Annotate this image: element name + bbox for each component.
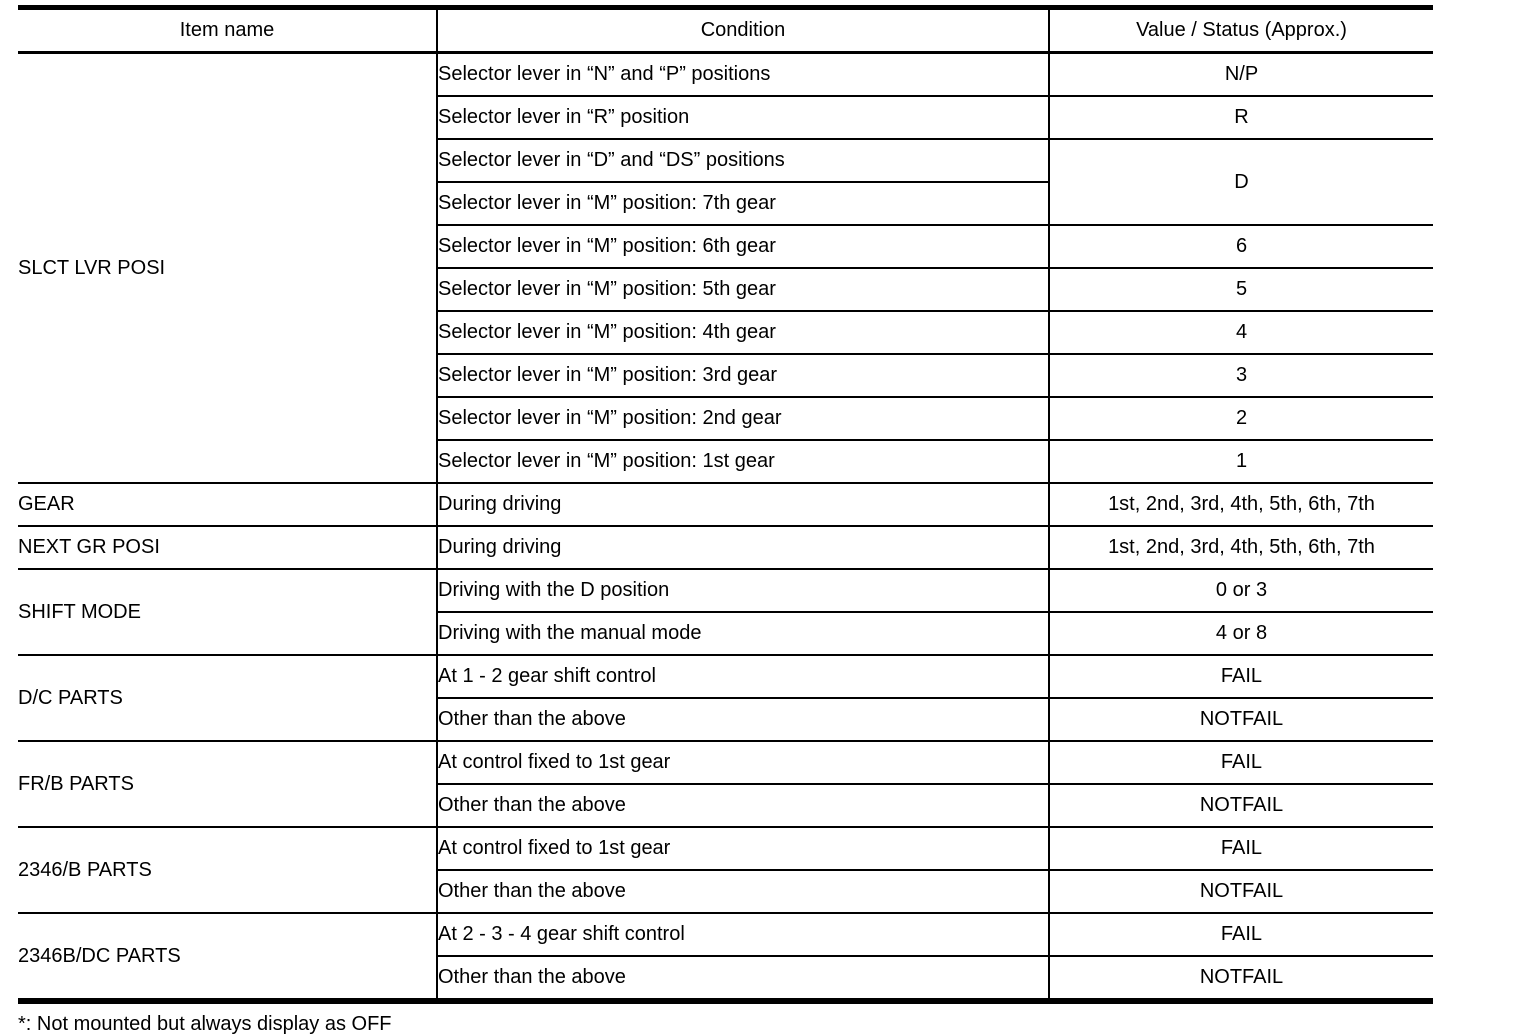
table-row: Selector lever in “M” position: 6th gear… (18, 225, 1433, 269)
table-row: SHIFT MODE Driving with the D position 0… (18, 569, 1433, 656)
table-row: Driving with the manual mode 4 or 8 (18, 612, 1433, 656)
table-row: Selector lever in “M” position: 7th gear (18, 182, 1433, 226)
condition-cell: Selector lever in “M” position: 2nd gear (436, 397, 1049, 441)
condition-cell: Other than the above (436, 698, 1049, 742)
condition-cell: Selector lever in “M” position: 5th gear (436, 268, 1049, 312)
table-row: 2346B/DC PARTS At 2 - 3 - 4 gear shift c… (18, 913, 1433, 1002)
value-cell: NOTFAIL (1048, 956, 1433, 1002)
column-header-value-status: Value / Status (Approx.) (1048, 7, 1433, 54)
condition-cell: Driving with the D position (436, 569, 1049, 613)
condition-cell: At 2 - 3 - 4 gear shift control (436, 913, 1049, 957)
condition-cell: Selector lever in “R” position (436, 96, 1049, 140)
condition-cell: Selector lever in “M” position: 6th gear (436, 225, 1049, 269)
value-cell: N/P (1048, 52, 1433, 97)
value-cell: FAIL (1048, 655, 1433, 699)
table-row: NEXT GR POSI During driving 1st, 2nd, 3r… (18, 526, 1433, 570)
column-header-item-name: Item name (18, 7, 437, 54)
condition-cell: Selector lever in “M” position: 3rd gear (436, 354, 1049, 398)
condition-cell: Other than the above (436, 870, 1049, 914)
column-header-condition: Condition (436, 7, 1049, 54)
condition-cell: Selector lever in “M” position: 1st gear (436, 440, 1049, 484)
value-cell: NOTFAIL (1048, 784, 1433, 828)
value-cell: FAIL (1048, 913, 1433, 957)
table-row: Other than the above NOTFAIL (18, 956, 1433, 1002)
table-row: D/C PARTS At 1 - 2 gear shift control FA… (18, 655, 1433, 742)
condition-cell: Driving with the manual mode (436, 612, 1049, 656)
value-cell: 1st, 2nd, 3rd, 4th, 5th, 6th, 7th (1048, 526, 1433, 570)
value-cell: 4 or 8 (1048, 612, 1433, 656)
condition-cell: Selector lever in “M” position: 7th gear (436, 182, 1049, 226)
table-row: Other than the above NOTFAIL (18, 870, 1433, 914)
item-cell: SLCT LVR POSI (18, 52, 437, 484)
value-cell: 2 (1048, 397, 1433, 441)
item-cell: SHIFT MODE (18, 569, 437, 656)
table-row: SLCT LVR POSI Selector lever in “N” and … (18, 52, 1433, 484)
value-cell: FAIL (1048, 827, 1433, 871)
header-row: Item name Condition Value / Status (Appr… (18, 7, 1433, 54)
table-row: Selector lever in “M” position: 5th gear… (18, 268, 1433, 312)
condition-cell: At 1 - 2 gear shift control (436, 655, 1049, 699)
condition-cell: At control fixed to 1st gear (436, 827, 1049, 871)
condition-cell: At control fixed to 1st gear (436, 741, 1049, 785)
value-cell: 6 (1048, 225, 1433, 269)
value-cell: NOTFAIL (1048, 698, 1433, 742)
value-cell: FAIL (1048, 741, 1433, 785)
value-cell: 3 (1048, 354, 1433, 398)
diagnostic-spec-table: Item name Condition Value / Status (Appr… (18, 5, 1433, 1004)
condition-cell: Other than the above (436, 784, 1049, 828)
condition-cell: Selector lever in “M” position: 4th gear (436, 311, 1049, 355)
item-cell: NEXT GR POSI (18, 526, 437, 570)
table-row: Other than the above NOTFAIL (18, 784, 1433, 828)
table-row: Selector lever in “M” position: 2nd gear… (18, 397, 1433, 441)
value-cell: 5 (1048, 268, 1433, 312)
item-cell: 2346B/DC PARTS (18, 913, 437, 1002)
item-cell: 2346/B PARTS (18, 827, 437, 914)
table-row: Other than the above NOTFAIL (18, 698, 1433, 742)
condition-cell: Selector lever in “D” and “DS” positions (436, 139, 1049, 183)
table-row: Selector lever in “R” position R (18, 96, 1433, 140)
value-cell: R (1048, 96, 1433, 140)
value-cell: 4 (1048, 311, 1433, 355)
table-row: FR/B PARTS At control fixed to 1st gear … (18, 741, 1433, 828)
table-row: GEAR During driving 1st, 2nd, 3rd, 4th, … (18, 483, 1433, 527)
footnote: *: Not mounted but always display as OFF (18, 1013, 392, 1035)
condition-cell: During driving (436, 526, 1049, 570)
table-row: Selector lever in “D” and “DS” positions… (18, 139, 1433, 226)
value-cell: NOTFAIL (1048, 870, 1433, 914)
value-cell: 1 (1048, 440, 1433, 484)
value-cell: D (1048, 139, 1433, 226)
condition-cell: Selector lever in “N” and “P” positions (436, 52, 1049, 97)
value-cell: 0 or 3 (1048, 569, 1433, 613)
table-row: Selector lever in “M” position: 4th gear… (18, 311, 1433, 355)
value-cell: 1st, 2nd, 3rd, 4th, 5th, 6th, 7th (1048, 483, 1433, 527)
table-row: Selector lever in “M” position: 1st gear… (18, 440, 1433, 484)
item-cell: D/C PARTS (18, 655, 437, 742)
item-cell: FR/B PARTS (18, 741, 437, 828)
table-row: Selector lever in “M” position: 3rd gear… (18, 354, 1433, 398)
table-row: 2346/B PARTS At control fixed to 1st gea… (18, 827, 1433, 914)
item-cell: GEAR (18, 483, 437, 527)
condition-cell: Other than the above (436, 956, 1049, 1002)
condition-cell: During driving (436, 483, 1049, 527)
